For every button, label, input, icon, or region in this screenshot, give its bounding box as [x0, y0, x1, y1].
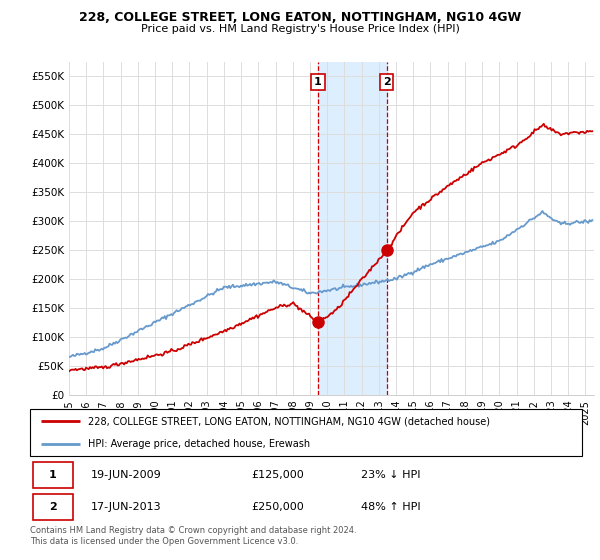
Text: 2: 2	[383, 77, 391, 87]
Bar	[33, 494, 73, 520]
Text: Contains HM Land Registry data © Crown copyright and database right 2024.
This d: Contains HM Land Registry data © Crown c…	[30, 526, 356, 546]
Text: £125,000: £125,000	[251, 470, 304, 480]
Bar	[33, 462, 73, 488]
Text: 1: 1	[49, 470, 56, 480]
Text: 17-JUN-2013: 17-JUN-2013	[91, 502, 161, 512]
Text: £250,000: £250,000	[251, 502, 304, 512]
Text: 228, COLLEGE STREET, LONG EATON, NOTTINGHAM, NG10 4GW: 228, COLLEGE STREET, LONG EATON, NOTTING…	[79, 11, 521, 24]
Text: 2: 2	[49, 502, 56, 512]
Bar	[318, 62, 387, 395]
Text: 23% ↓ HPI: 23% ↓ HPI	[361, 470, 421, 480]
Text: HPI: Average price, detached house, Erewash: HPI: Average price, detached house, Erew…	[88, 439, 310, 449]
Text: 1: 1	[314, 77, 322, 87]
Text: Price paid vs. HM Land Registry's House Price Index (HPI): Price paid vs. HM Land Registry's House …	[140, 24, 460, 34]
Text: 19-JUN-2009: 19-JUN-2009	[91, 470, 161, 480]
Text: 228, COLLEGE STREET, LONG EATON, NOTTINGHAM, NG10 4GW (detached house): 228, COLLEGE STREET, LONG EATON, NOTTING…	[88, 416, 490, 426]
Text: 48% ↑ HPI: 48% ↑ HPI	[361, 502, 421, 512]
